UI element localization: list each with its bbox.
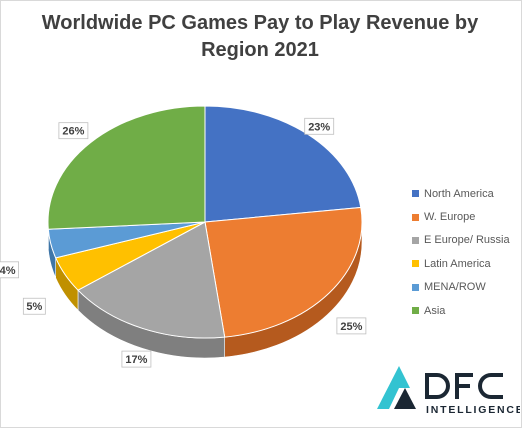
svg-text:23%: 23% — [308, 121, 330, 133]
legend-swatch — [412, 260, 419, 267]
legend-item: W. Europe — [412, 205, 510, 228]
svg-text:25%: 25% — [340, 321, 362, 333]
legend-swatch — [412, 190, 419, 197]
legend-item: MENA/ROW — [412, 276, 510, 299]
data-label-asia: 26% — [59, 123, 88, 139]
legend-label: E Europe/ Russia — [424, 234, 510, 246]
legend-label: MENA/ROW — [424, 281, 486, 293]
legend-label: North America — [424, 188, 494, 200]
legend-swatch — [412, 237, 419, 244]
svg-text:17%: 17% — [125, 354, 147, 366]
logo-subtitle: INTELLIGENCE — [426, 404, 520, 416]
svg-text:26%: 26% — [62, 126, 84, 138]
dfc-intelligence-logo: INTELLIGENCE — [369, 344, 520, 426]
pie-slices — [48, 106, 362, 358]
svg-text:5%: 5% — [26, 301, 42, 313]
legend-item: North America — [412, 182, 510, 205]
legend: North America W. Europe E Europe/ Russia La… — [412, 182, 510, 322]
svg-text:4%: 4% — [0, 265, 16, 277]
data-label-north-america: 23% — [305, 118, 334, 134]
legend-item: Asia — [412, 299, 510, 322]
legend-label: Latin America — [424, 258, 491, 270]
data-label-latin-america: 5% — [23, 298, 45, 314]
data-label-e-europe-russia: 17% — [122, 351, 151, 367]
legend-item: E Europe/ Russia — [412, 229, 510, 252]
dfc-logo-mark: INTELLIGENCE — [369, 344, 520, 426]
legend-swatch — [412, 284, 419, 291]
legend-label: Asia — [424, 305, 445, 317]
legend-label: W. Europe — [424, 211, 475, 223]
pie-slice-north-america — [205, 106, 361, 222]
data-label-mena-row: 4% — [0, 262, 19, 278]
data-label-w-europe: 25% — [337, 318, 366, 334]
legend-swatch — [412, 214, 419, 221]
legend-item: Latin America — [412, 252, 510, 275]
legend-swatch — [412, 307, 419, 314]
